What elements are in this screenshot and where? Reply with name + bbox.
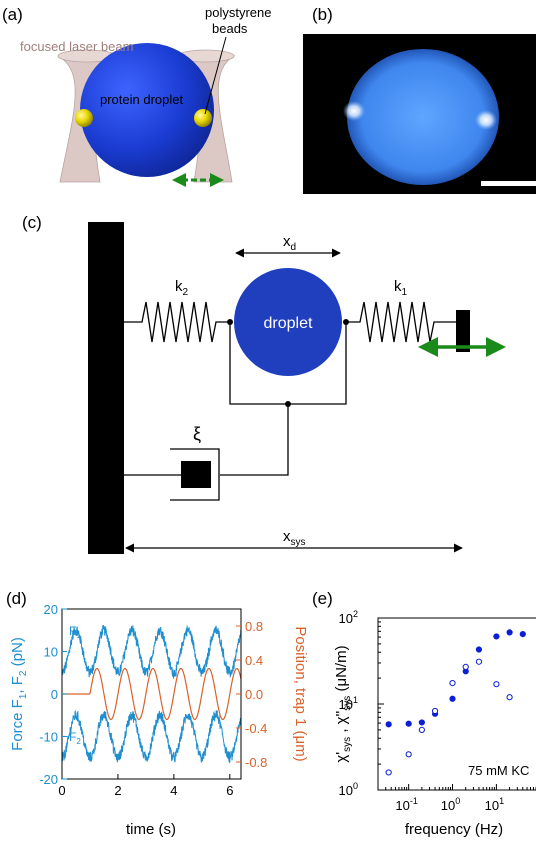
bead-left (75, 109, 93, 127)
chart-e-point-chi-double-prime (462, 663, 469, 671)
chart-e-point-chi-prime (385, 721, 392, 728)
spring-k1 (346, 301, 458, 343)
chart-d-xlabel: time (s) (126, 821, 176, 838)
droplet-label-c: droplet (264, 315, 313, 332)
chart-e-xlabel: frequency (Hz) (405, 821, 503, 838)
panel-e: (e) 10-1 100 101 102 101 100 χ'sys , χ''sys (… (312, 589, 536, 838)
chart-d-ylabel-left: Force F1, F2 (pN) (9, 637, 29, 751)
chart-d-ytick-right-label: 0.8 (245, 619, 263, 634)
xd-label: xd (283, 233, 296, 253)
chart-d-xtick-label: 6 (226, 783, 233, 798)
chart-d-xtick-label: 0 (58, 783, 65, 798)
chart-d-series-trap-1 (62, 667, 242, 721)
beads-label-1: polystyrene (205, 5, 271, 20)
droplet-label-a: protein droplet (100, 92, 183, 107)
chart-e-point-chi-prime (418, 719, 425, 726)
chart-d-ytick-left-label: 20 (44, 602, 58, 617)
chart-d-f1-label: F1 (69, 624, 81, 640)
chart-e-point-chi-double-prime (405, 751, 412, 758)
spring-k2 (124, 301, 230, 343)
chart-e-xtick-label: 100 (441, 796, 460, 813)
panel-e-label: (e) (312, 589, 333, 608)
panel-b-label: (b) (312, 5, 333, 24)
chart-d-series-f2 (61, 710, 242, 764)
green-arrow-a (172, 173, 224, 187)
chart-e-ylabel: χ'sys , χ''sys (μN/m) (333, 645, 353, 762)
chart-e-point-chi-prime (475, 646, 483, 653)
panel-b: (b) (303, 5, 536, 194)
panel-a-label: (a) (2, 5, 23, 24)
chart-e-ytick-label: 101 (339, 695, 358, 712)
k1-label: k1 (394, 278, 408, 298)
fluorescent-droplet (347, 49, 499, 185)
panel-c-label: (c) (22, 213, 42, 232)
panel-c: (c) xd k2 droplet k1 ξ xsys (22, 213, 506, 554)
dashpot-cup (170, 448, 220, 501)
chart-d-ytick-right-label: -0.8 (245, 755, 267, 770)
xi-label: ξ (193, 424, 201, 444)
chart-e-annotation: 75 mM KC (468, 763, 529, 778)
bead-spot-left (343, 101, 365, 121)
laser-label: focused laser beam (20, 39, 133, 54)
chart-d-ytick-left-label: -10 (39, 730, 58, 745)
beads-pointer (204, 36, 227, 115)
k2-label: k2 (175, 278, 189, 298)
bead-right (194, 109, 212, 127)
connector-down (220, 404, 289, 476)
panel-a: (a) focused laser beam polystyrene beads… (2, 5, 271, 187)
chart-e-axes: 10-1 100 101 102 101 100 (339, 609, 536, 813)
chart-d-ytick-right-label: -0.4 (245, 721, 267, 736)
chart-e-point-chi-double-prime (506, 694, 513, 701)
chart-d-ytick-left-label: 10 (44, 645, 58, 660)
protein-droplet (80, 43, 214, 177)
chart-e-point-chi-double-prime (418, 726, 425, 733)
dashpot-piston (181, 461, 211, 488)
chart-e-point-chi-prime (506, 629, 513, 636)
chart-e-point-chi-double-prime (475, 658, 483, 665)
chart-d-ytick-left-label: -20 (39, 772, 58, 787)
xsys-label: xsys (283, 528, 306, 548)
wall (88, 222, 124, 554)
chart-e-point-chi-double-prime (385, 769, 392, 776)
chart-e-point-chi-double-prime (431, 707, 439, 715)
chart-e-xtick-label: 101 (485, 796, 504, 813)
chart-e-ytick-label: 100 (339, 781, 358, 798)
chart-e-series (385, 629, 526, 776)
panel-d-label: (d) (6, 589, 27, 608)
chart-e-point-chi-double-prime (449, 680, 456, 687)
chart-d-ytick-left-label: 0 (51, 687, 58, 702)
chart-d-ytick-right-label: 0.4 (245, 653, 263, 668)
chart-d-xtick-label: 4 (170, 783, 177, 798)
green-arrow-c (418, 337, 506, 357)
chart-e-point-chi-prime (449, 695, 456, 702)
chart-e-point-chi-prime (405, 720, 412, 727)
chart-e-xtick-label: 10-1 (395, 796, 417, 813)
chart-d-ytick-right-label: 0.0 (245, 687, 263, 702)
trap-block (456, 310, 470, 352)
chart-d-f2-label: F2 (69, 730, 81, 746)
chart-d-axes: 0 2 4 6 20 10 0 -10 -20 0.8 0.4 0.0 -0.4 -0.8 (39, 602, 267, 798)
chart-d-series-f1 (61, 625, 242, 679)
chart-e-ytick-label: 102 (339, 609, 358, 626)
chart-d-ylabel-right: Position, trap 1 (μm) (292, 626, 309, 761)
chart-d-series (61, 625, 242, 764)
scale-bar (481, 181, 536, 186)
chart-e-point-chi-prime (519, 630, 526, 638)
chart-e-point-chi-prime (493, 633, 500, 640)
chart-d-xtick-label: 2 (114, 783, 121, 798)
bead-spot-right (475, 110, 497, 130)
droplet-circle (234, 268, 342, 376)
beads-label-2: beads (212, 21, 248, 36)
chart-e-point-chi-double-prime (493, 681, 500, 688)
